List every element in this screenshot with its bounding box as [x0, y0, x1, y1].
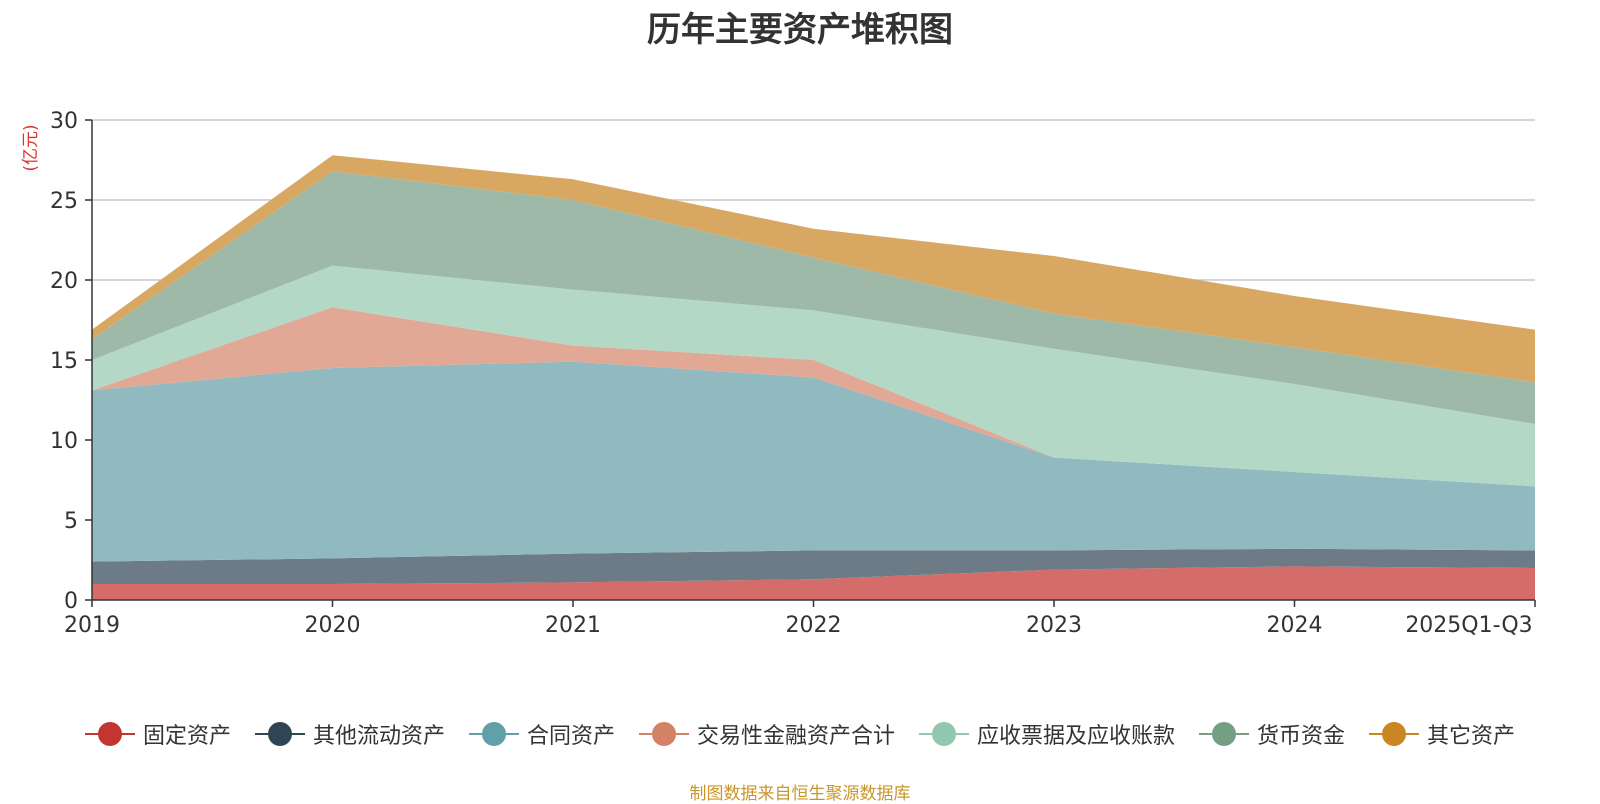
legend-item[interactable]: 其他流动资产	[254, 718, 445, 750]
area-series-0	[92, 566, 1535, 600]
y-tick-label: 5	[64, 509, 78, 534]
chart-title: 历年主要资产堆积图	[647, 10, 953, 50]
legend-label: 其它资产	[1427, 724, 1516, 749]
area-series-1	[92, 548, 1535, 584]
x-tick-label: 2020	[305, 613, 361, 638]
legend-label: 合同资产	[526, 724, 615, 749]
legend-item[interactable]: 固定资产	[84, 718, 231, 750]
legend-item[interactable]: 其它资产	[1369, 718, 1515, 750]
legend-marker-icon	[919, 722, 969, 746]
legend-item[interactable]: 货币资金	[1199, 718, 1345, 750]
legend-item[interactable]: 交易性金融资产合计	[638, 718, 895, 750]
area-series-2	[92, 361, 1535, 562]
y-axis-unit-label: (亿元)	[21, 124, 41, 171]
y-tick-label: 0	[64, 589, 78, 614]
legend-marker-icon	[254, 722, 305, 746]
y-tick-label: 30	[50, 109, 78, 134]
legend-label: 货币资金	[1257, 724, 1346, 749]
area-series-5	[92, 171, 1535, 424]
area-series-6	[92, 155, 1535, 383]
y-tick-label: 15	[50, 349, 78, 374]
legend-label: 固定资产	[142, 724, 231, 749]
x-tick-label: 2024	[1267, 613, 1323, 638]
x-tick-label: 2021	[545, 613, 601, 638]
legend-label: 交易性金融资产合计	[696, 724, 895, 749]
x-tick-label: 2022	[786, 613, 842, 638]
y-tick-label: 20	[50, 269, 78, 294]
y-tick-label: 25	[50, 189, 78, 214]
legend-item[interactable]: 合同资产	[468, 718, 615, 750]
legend-marker-icon	[468, 722, 519, 746]
x-tick-label: 2025Q1-Q3	[1405, 613, 1532, 638]
legend-marker-icon	[1369, 722, 1420, 746]
legend-item[interactable]: 应收票据及应收账款	[919, 718, 1175, 750]
legend-marker-icon	[1199, 722, 1250, 746]
y-tick-label: 10	[50, 429, 78, 454]
area-series-4	[92, 265, 1535, 487]
axes: 0 5 10 15 20 25 30 2019 2020 2021 2022 2023 2024 2025…	[50, 109, 1536, 638]
stacked-areas	[92, 155, 1535, 600]
legend-label: 其他流动资产	[312, 724, 445, 749]
legend-marker-icon	[638, 722, 689, 746]
x-tick-label: 2019	[64, 613, 120, 638]
legend: 固定资产 其他流动资产 合同资产 交易性金融资产合计 应收票据及应收账款 货币资金 其它资产	[0, 716, 1600, 752]
legend-marker-icon	[84, 722, 135, 746]
legend-label: 应收票据及应收账款	[977, 724, 1176, 749]
source-note: 制图数据来自恒生聚源数据库	[689, 784, 911, 804]
area-series-3	[92, 307, 1535, 487]
x-tick-label: 2023	[1026, 613, 1082, 638]
